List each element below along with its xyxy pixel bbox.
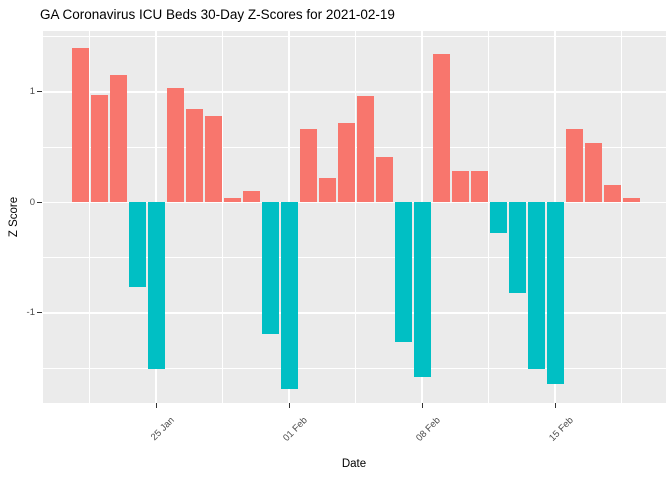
bar — [565, 129, 583, 203]
h-gridline-minor — [43, 36, 666, 38]
bar — [90, 95, 108, 203]
v-gridline-minor — [621, 31, 623, 403]
plot-panel — [43, 31, 666, 403]
bar — [584, 142, 602, 203]
bar — [299, 129, 317, 203]
plot-title: GA Coronavirus ICU Beds 30-Day Z-Scores … — [40, 7, 395, 22]
bar — [261, 202, 279, 334]
bar — [394, 202, 412, 342]
bar — [527, 202, 545, 370]
y-tick-label: -1 — [26, 307, 35, 319]
v-gridline-minor — [89, 31, 91, 403]
bar — [128, 202, 146, 288]
bar — [508, 202, 526, 293]
v-gridline-minor — [488, 31, 490, 403]
x-tick-label: 08 Feb — [414, 415, 443, 444]
bar — [204, 116, 222, 203]
h-gridline-minor — [43, 367, 666, 369]
bar — [280, 202, 298, 390]
y-tick-mark — [37, 312, 42, 314]
x-tick-label: 01 Feb — [281, 415, 310, 444]
bar — [603, 184, 621, 203]
bar — [337, 122, 355, 203]
y-tick-label: 0 — [29, 196, 35, 208]
bar — [375, 157, 393, 203]
x-tick-mark — [554, 403, 556, 408]
x-tick-mark — [421, 403, 423, 408]
y-tick-mark — [37, 91, 42, 93]
h-gridline-major — [43, 312, 666, 314]
h-gridline-major — [43, 91, 666, 93]
bar — [356, 96, 374, 203]
bar — [470, 171, 488, 203]
bar — [489, 202, 507, 234]
x-axis-title: Date — [341, 458, 367, 470]
bar — [166, 88, 184, 203]
bar — [223, 197, 241, 203]
h-gridline-minor — [43, 257, 666, 259]
bar — [147, 202, 165, 370]
bar — [109, 75, 127, 203]
x-tick-label: 15 Feb — [547, 415, 576, 444]
h-gridline-major — [43, 201, 666, 204]
x-tick-label: 25 Jan — [148, 415, 177, 443]
bar — [185, 109, 203, 203]
v-gridline-minor — [355, 31, 357, 403]
x-tick-mark — [155, 403, 157, 408]
v-gridline-minor — [222, 31, 224, 403]
bar — [71, 47, 89, 203]
bar — [432, 54, 450, 203]
x-tick-mark — [288, 403, 290, 408]
bar — [546, 202, 564, 384]
bar — [451, 171, 469, 203]
bar — [242, 191, 260, 203]
y-tick-mark — [37, 201, 42, 203]
y-tick-label: 1 — [29, 86, 35, 98]
bar — [622, 197, 640, 203]
bar — [413, 202, 431, 377]
bar — [318, 178, 336, 203]
